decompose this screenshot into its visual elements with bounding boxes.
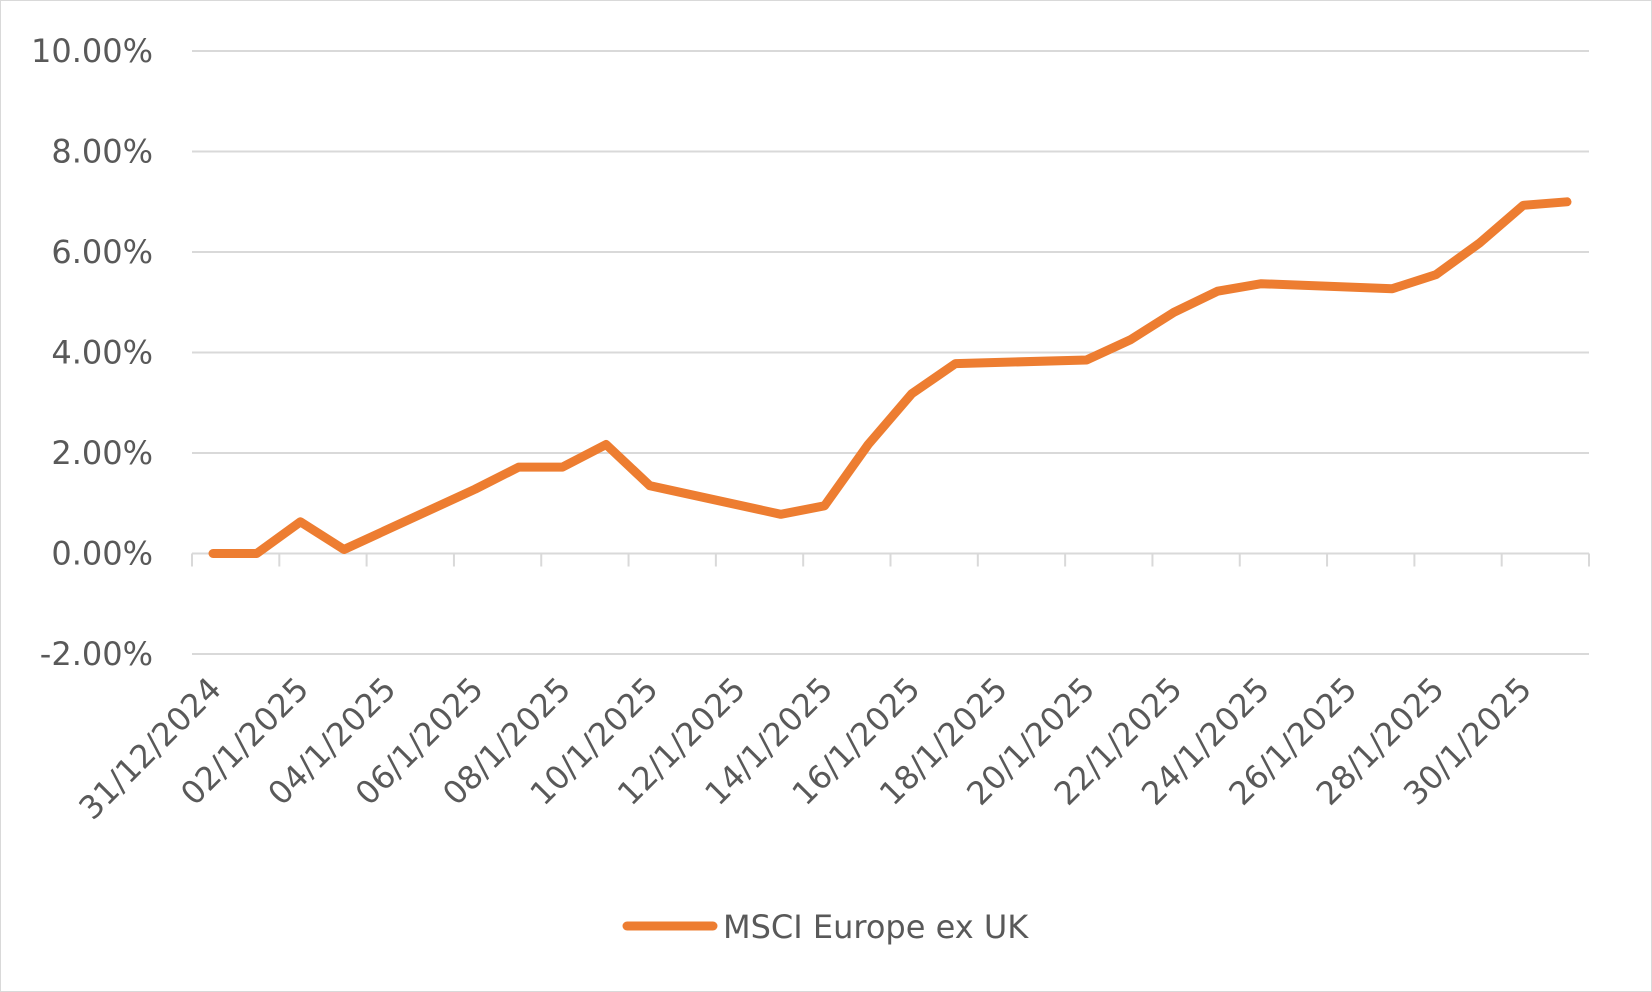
x-axis [191,552,1590,567]
y-tick-label: 8.00% [51,133,153,171]
x-axis-labels: 31/12/202402/1/202504/1/202506/1/202508/… [71,670,1539,827]
y-tick-label: 2.00% [51,434,153,472]
y-tick-label: 10.00% [31,32,153,70]
y-tick-label: 6.00% [51,233,153,271]
series-line-msci-europe-ex-uk [208,197,1572,558]
legend-label: MSCI Europe ex UK [723,908,1029,946]
series-layer [208,197,1572,558]
y-tick-label: -2.00% [40,635,153,673]
legend: MSCI Europe ex UK [622,908,1029,946]
y-axis-labels: 10.00% 8.00% 6.00% 4.00% 2.00% 0.00% -2.00% [31,32,153,673]
y-tick-label: 4.00% [51,334,153,372]
gridlines [192,50,1589,655]
y-tick-label: 0.00% [51,535,153,573]
